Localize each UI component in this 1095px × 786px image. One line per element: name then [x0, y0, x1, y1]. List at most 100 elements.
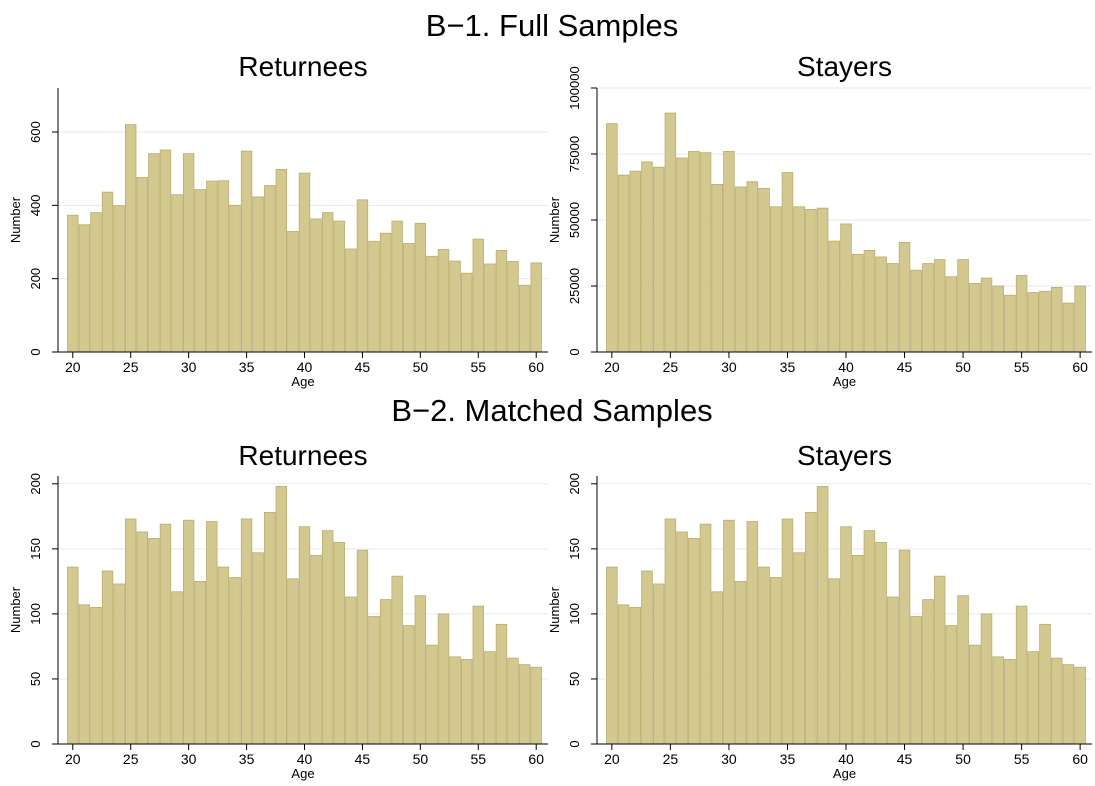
histogram-bar — [449, 656, 461, 745]
panel-title: Returnees — [238, 440, 367, 471]
histogram-bar — [414, 595, 427, 745]
x-tick-label: 60 — [528, 751, 544, 767]
histogram-bar — [828, 240, 841, 353]
histogram-bar — [113, 205, 125, 353]
panel-title: Stayers — [797, 440, 892, 471]
y-tick-label: 200 — [28, 473, 43, 495]
y-tick-label: 150 — [28, 538, 43, 560]
x-tick-label: 55 — [1014, 751, 1030, 767]
y-tick-label: 200 — [567, 473, 582, 495]
histogram-bar — [194, 189, 206, 353]
x-tick-label: 55 — [470, 751, 486, 767]
histogram-bar — [495, 250, 508, 353]
histogram-bar — [437, 248, 450, 353]
x-tick-label: 55 — [470, 359, 486, 375]
histogram-bar — [530, 666, 542, 745]
histogram-bar — [617, 604, 630, 745]
histogram-bar — [310, 554, 322, 745]
histogram-bar — [699, 523, 712, 745]
y-tick-label: 100000 — [567, 66, 582, 109]
histogram-bar — [629, 606, 642, 745]
histogram-bar — [734, 186, 747, 353]
histogram-bar — [1004, 294, 1016, 353]
histogram-bar — [518, 284, 531, 353]
section-title-full-samples: B−1. Full Samples — [426, 8, 678, 43]
histogram-bar — [159, 523, 172, 745]
histogram-bar — [67, 214, 79, 353]
histogram-bar — [171, 194, 183, 353]
histogram-bar — [90, 606, 102, 745]
y-tick-label: 50 — [28, 672, 43, 686]
histogram-bar — [125, 518, 137, 745]
histogram-bar — [264, 512, 276, 745]
histogram-bar — [391, 220, 403, 353]
histogram-bar — [933, 575, 946, 745]
x-tick-label: 30 — [721, 751, 737, 767]
histogram-bar — [957, 259, 969, 353]
histogram-bar — [863, 530, 876, 745]
histogram-bar — [933, 259, 946, 353]
histogram-bar — [507, 261, 519, 353]
histogram-bar — [992, 285, 1004, 353]
x-tick-label: 25 — [663, 751, 679, 767]
histogram-bar — [78, 224, 91, 353]
histogram-bar — [403, 625, 415, 745]
x-axis-title: Age — [291, 766, 314, 781]
histogram-bar — [840, 526, 852, 745]
x-axis-title: Age — [291, 374, 314, 389]
y-tick-label: 50000 — [567, 202, 582, 238]
histogram-bar — [275, 486, 288, 745]
x-tick-label: 50 — [955, 359, 971, 375]
histogram-bar — [863, 249, 876, 353]
x-tick-label: 30 — [181, 751, 197, 767]
histogram-bar — [992, 656, 1004, 745]
histogram-bar — [606, 566, 618, 745]
histogram-bar — [252, 552, 264, 745]
histogram-bar — [875, 256, 887, 353]
histogram-bar — [641, 161, 653, 353]
x-tick-label: 45 — [355, 359, 371, 375]
histogram-bar — [356, 549, 369, 745]
histogram-bar — [746, 181, 759, 353]
histogram-bar — [148, 538, 160, 745]
x-tick-label: 40 — [297, 751, 313, 767]
y-tick-label: 100 — [28, 603, 43, 625]
y-axis-title: Number — [547, 196, 562, 243]
x-tick-label: 50 — [413, 751, 429, 767]
x-tick-label: 60 — [528, 359, 544, 375]
histogram-bar — [194, 580, 206, 745]
histogram-panel: 0 200 400 600 20 25 30 35 40 45 50 55 60 Returnees Age… — [8, 51, 548, 389]
histogram-bar — [887, 596, 899, 745]
y-tick-label: 0 — [28, 740, 43, 747]
x-tick-label: 35 — [239, 751, 255, 767]
histogram-bar — [321, 530, 334, 745]
histogram-bar — [217, 180, 230, 353]
x-tick-label: 55 — [1014, 359, 1030, 375]
histogram-bar — [159, 149, 172, 353]
histogram-bar — [688, 150, 700, 353]
histogram-bar — [1074, 285, 1086, 353]
y-tick-label: 0 — [567, 348, 582, 355]
histogram-bar — [1027, 292, 1040, 353]
histogram-bar — [828, 578, 841, 745]
histogram-bar — [851, 253, 864, 353]
histogram-bar — [78, 604, 91, 745]
histogram-bar — [229, 577, 241, 745]
histogram-bar — [898, 549, 911, 745]
x-tick-label: 25 — [123, 359, 139, 375]
x-tick-label: 60 — [1072, 359, 1088, 375]
histogram-bar — [414, 222, 427, 353]
histogram-bar — [67, 566, 79, 745]
x-tick-label: 25 — [663, 359, 679, 375]
histogram-bar — [910, 269, 922, 353]
histogram-bar — [252, 196, 264, 353]
histogram-bar — [240, 518, 253, 745]
histogram-bar — [781, 518, 794, 745]
histogram-bar — [840, 223, 852, 353]
histogram-bar — [321, 212, 334, 353]
histogram-bar — [1039, 623, 1051, 745]
y-tick-label: 400 — [28, 194, 43, 216]
histogram-bar — [461, 272, 473, 353]
